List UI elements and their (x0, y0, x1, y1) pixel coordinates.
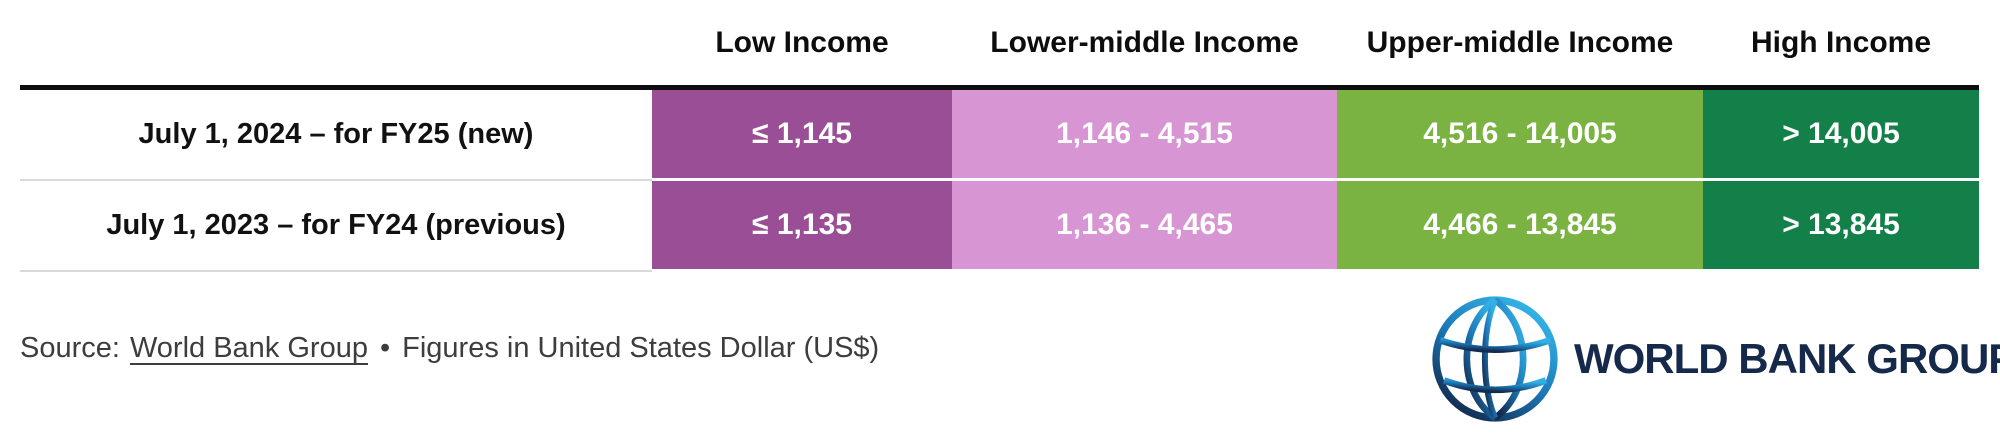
cell-fy24-low-income: ≤ 1,135 (652, 181, 952, 269)
row-separator (652, 178, 952, 181)
column-header-upper-middle-income: Upper-middle Income (1337, 0, 1703, 85)
table-bottom-rule (20, 269, 652, 272)
cell-fy25-low-income: ≤ 1,145 (652, 90, 952, 178)
table-top-rule (20, 85, 1979, 90)
row-separator-label (20, 178, 652, 181)
cell-fy25-high-income: > 14,005 (1703, 90, 1979, 178)
column-header-high-income: High Income (1703, 0, 1979, 85)
logo-wordmark: WORLD BANK GROUP (1574, 335, 2000, 382)
source-suffix: Figures in United States Dollar (US$) (402, 332, 880, 364)
column-header-lower-middle-income: Lower-middle Income (952, 0, 1337, 85)
header-spacer (20, 0, 652, 85)
source-line: Source: World Bank Group • Figures in Un… (20, 332, 879, 365)
cell-fy25-upper-middle-income: 4,516 - 14,005 (1337, 90, 1703, 178)
source-link-world-bank-group[interactable]: World Bank Group (129, 332, 368, 364)
income-classification-table: Low Income Lower-middle Income Upper-mid… (20, 0, 1979, 272)
cell-fy24-upper-middle-income: 4,466 - 13,845 (1337, 181, 1703, 269)
cell-fy24-high-income: > 13,845 (1703, 181, 1979, 269)
cell-fy25-lower-middle-income: 1,146 - 4,515 (952, 90, 1337, 178)
row-label-fy25: July 1, 2024 – for FY25 (new) (20, 90, 652, 178)
row-label-fy24: July 1, 2023 – for FY24 (previous) (20, 181, 652, 269)
cell-fy24-lower-middle-income: 1,136 - 4,465 (952, 181, 1337, 269)
world-bank-group-logo: WORLD BANK GROUP (1428, 288, 2000, 430)
globe-icon (1432, 296, 1558, 422)
column-header-low-income: Low Income (652, 0, 952, 85)
source-prefix: Source: (20, 332, 120, 364)
bullet-separator: • (379, 332, 391, 364)
